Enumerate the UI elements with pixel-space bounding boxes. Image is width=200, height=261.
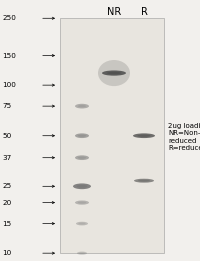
Ellipse shape xyxy=(134,179,154,183)
Text: 20: 20 xyxy=(2,200,11,206)
Text: 10: 10 xyxy=(2,250,11,256)
Ellipse shape xyxy=(77,185,87,188)
Ellipse shape xyxy=(78,134,86,137)
Ellipse shape xyxy=(75,104,89,109)
Ellipse shape xyxy=(98,60,130,86)
Text: 75: 75 xyxy=(2,103,11,109)
Ellipse shape xyxy=(78,105,86,107)
Ellipse shape xyxy=(137,134,151,137)
Text: 50: 50 xyxy=(2,133,11,139)
Text: 25: 25 xyxy=(2,183,11,189)
Text: 250: 250 xyxy=(2,15,16,21)
Text: 2ug loading
NR=Non-
reduced
R=reduced: 2ug loading NR=Non- reduced R=reduced xyxy=(168,123,200,151)
Ellipse shape xyxy=(75,155,89,160)
Text: 100: 100 xyxy=(2,82,16,88)
Ellipse shape xyxy=(133,133,155,138)
Text: 150: 150 xyxy=(2,52,16,58)
Text: NR: NR xyxy=(107,7,121,17)
Ellipse shape xyxy=(138,180,150,182)
Ellipse shape xyxy=(78,223,86,224)
Ellipse shape xyxy=(78,201,86,204)
Ellipse shape xyxy=(102,70,126,76)
Ellipse shape xyxy=(75,200,89,205)
Ellipse shape xyxy=(76,222,88,226)
Text: 15: 15 xyxy=(2,221,11,227)
Ellipse shape xyxy=(77,252,87,255)
Text: 37: 37 xyxy=(2,155,11,161)
Ellipse shape xyxy=(73,183,91,189)
Ellipse shape xyxy=(75,133,89,138)
Ellipse shape xyxy=(78,157,86,159)
Ellipse shape xyxy=(107,72,121,74)
FancyBboxPatch shape xyxy=(60,18,164,253)
Ellipse shape xyxy=(79,252,85,254)
Text: R: R xyxy=(141,7,147,17)
